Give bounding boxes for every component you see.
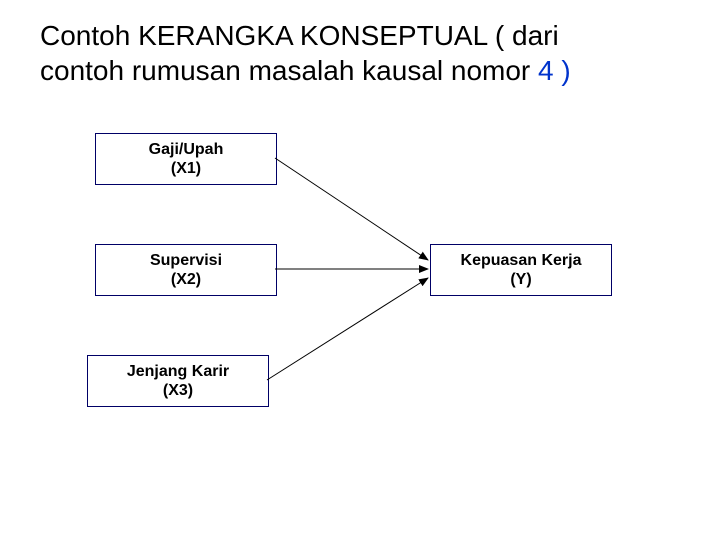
title-line2b: 4 ) <box>538 55 571 86</box>
title-line2a: contoh rumusan masalah kausal nomor <box>40 55 538 86</box>
node-x3-label: Jenjang Karir <box>127 362 229 381</box>
edge-x3-y <box>267 278 428 380</box>
node-x2: Supervisi (X2) <box>95 244 277 296</box>
node-y-sub: (Y) <box>510 270 531 289</box>
node-x2-label: Supervisi <box>150 251 222 270</box>
node-x1: Gaji/Upah (X1) <box>95 133 277 185</box>
node-x2-sub: (X2) <box>171 270 201 289</box>
node-y: Kepuasan Kerja (Y) <box>430 244 612 296</box>
node-x3-sub: (X3) <box>163 381 193 400</box>
node-x1-sub: (X1) <box>171 159 201 178</box>
slide-title: Contoh KERANGKA KONSEPTUAL ( dari contoh… <box>40 18 690 88</box>
node-x1-label: Gaji/Upah <box>149 140 224 159</box>
title-line1: Contoh KERANGKA KONSEPTUAL ( dari <box>40 20 559 51</box>
node-y-label: Kepuasan Kerja <box>461 251 582 270</box>
node-x3: Jenjang Karir (X3) <box>87 355 269 407</box>
edge-x1-y <box>275 158 428 260</box>
